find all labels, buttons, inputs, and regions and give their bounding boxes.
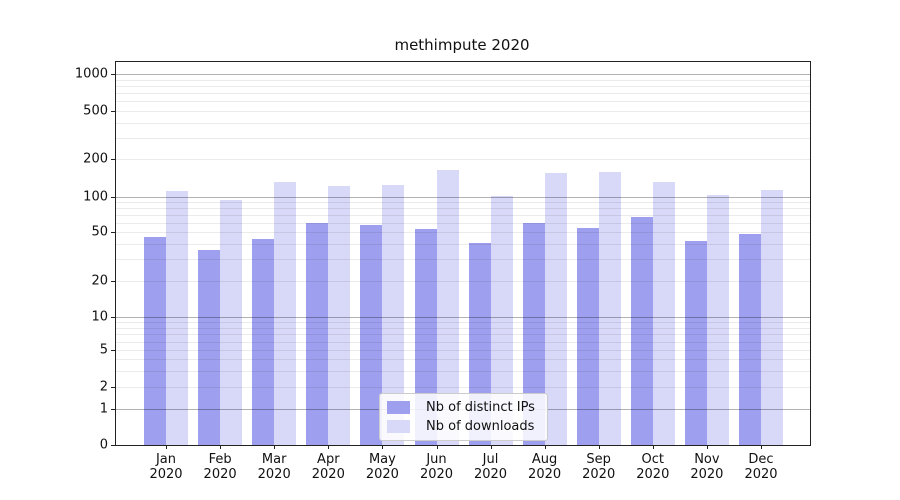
bar-downloads-aug [544, 173, 567, 445]
bar-ips-jan [144, 236, 166, 445]
y-tick-label-10: 10 [91, 309, 108, 325]
x-tick-mark-jan [166, 445, 167, 449]
bar-ips-aug [522, 222, 545, 445]
y-tick-label-50: 50 [91, 224, 108, 240]
y-tick-label-1000: 1000 [74, 66, 108, 82]
x-tick-label-mar: Mar 2020 [257, 452, 291, 482]
y-tick-mark-1000 [111, 74, 116, 75]
x-tick-mark-jul [490, 445, 492, 449]
x-tick-mark-jun [436, 445, 438, 449]
y-tick-mark-50 [111, 232, 116, 233]
x-tick-label-feb: Feb 2020 [203, 452, 237, 482]
bar-downloads-mar [274, 182, 297, 445]
y-tick-mark-100 [111, 196, 116, 198]
legend-label-downloads: Nb of downloads [426, 418, 535, 434]
x-tick-label-aug: Aug 2020 [528, 452, 562, 482]
x-tick-label-apr: Apr 2020 [311, 452, 345, 482]
x-tick-label-oct: Oct 2020 [636, 452, 670, 482]
bars-layer [116, 62, 810, 445]
legend-swatch-distinct-ips [387, 400, 410, 414]
bar-downloads-dec [761, 189, 783, 445]
y-tick-mark-10 [111, 317, 116, 318]
legend: Nb of distinct IPs Nb of downloads [379, 393, 548, 441]
x-tick-label-jul: Jul 2020 [473, 452, 508, 482]
x-tick-mark-feb [220, 445, 222, 449]
legend-item-downloads: Nb of downloads [387, 418, 535, 434]
x-tick-label-may: May 2020 [365, 452, 399, 482]
x-tick-mark-dec [761, 445, 762, 449]
x-tick-mark-nov [706, 445, 708, 449]
bar-downloads-nov [706, 195, 729, 445]
bar-downloads-jun [436, 170, 459, 445]
bar-ips-nov [684, 241, 707, 445]
y-tick-mark-200 [111, 159, 116, 161]
y-tick-label-20: 20 [91, 273, 108, 289]
y-tick-label-0: 0 [99, 437, 108, 453]
chart-title: methimpute 2020 [394, 36, 530, 54]
bar-ips-sep [576, 228, 599, 445]
x-tick-mark-sep [598, 445, 600, 449]
y-tick-label-2: 2 [99, 379, 108, 395]
bar-ips-apr [306, 222, 329, 445]
legend-item-distinct-ips: Nb of distinct IPs [387, 399, 535, 415]
x-tick-mark-apr [328, 445, 330, 449]
y-tick-mark-2 [111, 387, 116, 388]
legend-swatch-downloads [387, 419, 410, 433]
legend-label-distinct-ips: Nb of distinct IPs [426, 399, 535, 415]
y-tick-mark-1 [111, 408, 116, 410]
x-tick-mark-oct [652, 445, 654, 449]
y-tick-mark-0 [111, 445, 116, 446]
bar-downloads-sep [598, 172, 621, 445]
x-tick-label-jan: Jan 2020 [149, 452, 183, 482]
bar-downloads-feb [220, 199, 243, 445]
y-tick-label-5: 5 [99, 342, 108, 358]
x-tick-label-sep: Sep 2020 [582, 452, 616, 482]
bar-downloads-oct [652, 181, 675, 445]
x-tick-mark-aug [544, 445, 546, 449]
bar-downloads-jan [166, 191, 188, 445]
bar-ips-dec [739, 234, 761, 445]
y-tick-label-100: 100 [83, 189, 108, 204]
y-tick-mark-500 [111, 111, 116, 112]
bar-downloads-jul [490, 196, 513, 445]
x-tick-label-nov: Nov 2020 [690, 452, 724, 482]
y-tick-label-1: 1 [99, 401, 108, 417]
bar-ips-feb [198, 249, 221, 445]
bar-ips-mar [252, 238, 275, 445]
bar-downloads-may [382, 185, 405, 445]
bar-downloads-apr [328, 186, 351, 445]
x-tick-mark-mar [274, 445, 276, 449]
x-tick-label-jun: Jun 2020 [419, 452, 454, 482]
x-tick-label-dec: Dec 2020 [744, 452, 778, 482]
y-tick-label-200: 200 [83, 151, 108, 167]
y-tick-mark-5 [111, 350, 116, 352]
bar-ips-may [360, 225, 383, 445]
bar-ips-oct [630, 217, 653, 445]
x-tick-mark-may [382, 445, 384, 449]
bar-ips-jun [414, 229, 437, 445]
plot-area: Nb of distinct IPs Nb of downloads 0 1 2 5 1… [75, 61, 811, 482]
y-tick-label-500: 500 [83, 103, 108, 119]
y-tick-mark-20 [111, 281, 116, 282]
